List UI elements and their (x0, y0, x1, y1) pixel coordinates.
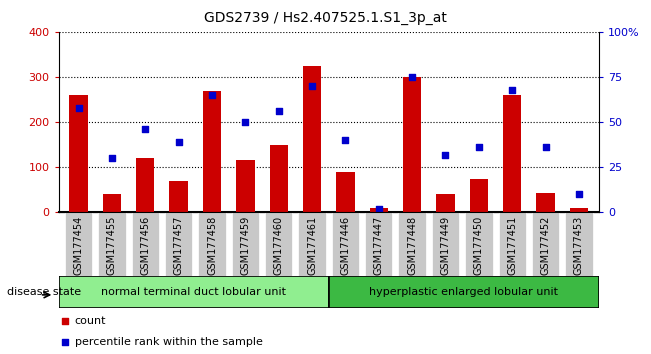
Point (107, 155, 117, 161)
Point (240, 119, 251, 125)
Point (374, 206, 384, 212)
Bar (370, 208, 388, 212)
FancyBboxPatch shape (465, 212, 493, 276)
FancyBboxPatch shape (565, 212, 592, 276)
FancyBboxPatch shape (332, 212, 359, 276)
Bar (570, 208, 588, 212)
Text: GSM177446: GSM177446 (340, 216, 350, 275)
Bar (503, 95, 521, 212)
Text: GSM177448: GSM177448 (407, 216, 417, 275)
Bar (103, 194, 121, 212)
Text: GDS2739 / Hs2.407525.1.S1_3p_at: GDS2739 / Hs2.407525.1.S1_3p_at (204, 11, 447, 25)
Bar (136, 158, 154, 212)
Text: percentile rank within the sample: percentile rank within the sample (75, 337, 262, 348)
Text: GSM177455: GSM177455 (107, 216, 117, 275)
Text: GSM177451: GSM177451 (507, 216, 517, 275)
Text: GSM177459: GSM177459 (240, 216, 251, 275)
Bar (436, 194, 454, 212)
Point (507, 87, 518, 92)
Bar (169, 181, 188, 212)
FancyBboxPatch shape (329, 276, 599, 308)
Bar (303, 66, 321, 212)
FancyBboxPatch shape (232, 212, 259, 276)
FancyBboxPatch shape (59, 276, 329, 308)
FancyBboxPatch shape (199, 212, 226, 276)
FancyBboxPatch shape (132, 212, 159, 276)
Text: GSM177458: GSM177458 (207, 216, 217, 275)
FancyBboxPatch shape (398, 212, 426, 276)
Point (207, 92, 217, 98)
Text: GSM177449: GSM177449 (441, 216, 450, 275)
Text: disease state: disease state (7, 287, 81, 297)
FancyBboxPatch shape (65, 212, 92, 276)
Bar (236, 160, 255, 212)
Point (407, 74, 417, 80)
FancyBboxPatch shape (499, 212, 526, 276)
Bar (70, 95, 88, 212)
Text: GSM177452: GSM177452 (540, 216, 551, 275)
Point (140, 126, 150, 132)
Text: GSM177454: GSM177454 (74, 216, 83, 275)
FancyBboxPatch shape (98, 212, 126, 276)
Text: GSM177457: GSM177457 (174, 216, 184, 275)
FancyBboxPatch shape (432, 212, 459, 276)
FancyBboxPatch shape (532, 212, 559, 276)
Point (307, 83, 317, 89)
Point (173, 139, 184, 145)
Bar (403, 77, 421, 212)
FancyBboxPatch shape (365, 212, 393, 276)
Bar (536, 193, 555, 212)
Text: GSM177460: GSM177460 (273, 216, 284, 275)
Point (60, 318, 70, 324)
Bar (337, 172, 355, 212)
Text: hyperplastic enlarged lobular unit: hyperplastic enlarged lobular unit (369, 287, 559, 297)
FancyBboxPatch shape (298, 212, 326, 276)
Bar (469, 178, 488, 212)
Point (574, 192, 584, 197)
Text: GSM177447: GSM177447 (374, 216, 384, 275)
Point (60, 340, 70, 346)
Point (273, 108, 284, 114)
Bar (203, 91, 221, 212)
Text: count: count (75, 316, 106, 326)
Point (440, 152, 450, 158)
Point (74, 105, 84, 110)
Text: GSM177450: GSM177450 (474, 216, 484, 275)
Text: normal terminal duct lobular unit: normal terminal duct lobular unit (101, 287, 286, 297)
FancyBboxPatch shape (165, 212, 192, 276)
Text: GSM177461: GSM177461 (307, 216, 317, 275)
Text: GSM177453: GSM177453 (574, 216, 584, 275)
Point (540, 144, 551, 150)
Point (474, 144, 484, 150)
Point (340, 137, 351, 143)
Bar (270, 145, 288, 212)
Text: GSM177456: GSM177456 (141, 216, 150, 275)
FancyBboxPatch shape (265, 212, 292, 276)
